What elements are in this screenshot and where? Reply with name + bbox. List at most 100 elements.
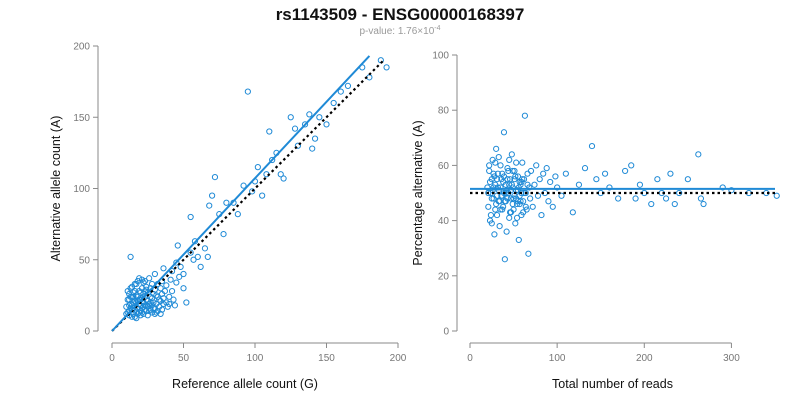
data-point [131, 280, 138, 288]
chart-title: rs1143509 - ENSG00000168397 [276, 5, 525, 24]
data-point [500, 129, 508, 136]
y-tick-label: 20 [438, 271, 450, 282]
data-point [529, 203, 536, 210]
data-point [157, 285, 164, 292]
x-tick-label: 50 [178, 353, 190, 364]
data-point [558, 192, 565, 199]
y-tick-label: 50 [79, 255, 91, 266]
data-point [167, 276, 174, 283]
data-point [144, 312, 151, 319]
data-point [137, 312, 144, 319]
data-point [505, 167, 512, 175]
data-point [197, 263, 204, 270]
data-point [180, 270, 187, 278]
data-point [254, 164, 261, 171]
data-point [521, 112, 529, 119]
data-point [575, 181, 583, 188]
data-point [177, 263, 184, 270]
data-point [519, 159, 526, 166]
y-tick-label: 0 [84, 327, 90, 338]
x-tick-label: 200 [390, 353, 407, 364]
data-point [487, 211, 495, 219]
data-point [516, 200, 523, 208]
data-point [266, 128, 273, 135]
data-point [522, 203, 529, 210]
data-point [509, 167, 516, 175]
fitted-ratio-line [111, 55, 371, 332]
data-point [492, 159, 499, 166]
data-point [684, 176, 691, 183]
data-point [151, 310, 158, 317]
data-point [504, 165, 511, 172]
data-point [490, 170, 497, 177]
data-point [309, 145, 316, 152]
data-point [306, 111, 313, 118]
x-tick-label: 150 [318, 353, 335, 364]
data-point [153, 309, 160, 316]
data-point [294, 142, 301, 149]
data-point [493, 176, 501, 183]
data-point [220, 231, 227, 238]
x-tick-label: 0 [109, 353, 115, 364]
data-point [174, 242, 181, 249]
data-point [143, 283, 150, 290]
data-point [497, 162, 504, 169]
data-point [506, 209, 514, 216]
data-point [503, 187, 510, 194]
data-point [496, 223, 503, 230]
data-point [676, 189, 683, 197]
data-point [506, 156, 513, 163]
data-point [201, 245, 209, 252]
y-tick-label: 80 [438, 106, 450, 117]
data-point [249, 188, 256, 195]
data-point [133, 309, 140, 316]
data-point [518, 178, 525, 186]
data-point [506, 181, 513, 188]
y-tick-label: 60 [438, 161, 450, 172]
data-point [700, 200, 707, 208]
data-point [513, 214, 521, 221]
data-point [773, 192, 780, 199]
data-point [515, 236, 522, 244]
data-point [206, 202, 213, 209]
data-point [160, 295, 167, 302]
data-point [138, 276, 146, 283]
data-point [180, 285, 187, 292]
x-tick-label: 0 [467, 353, 473, 364]
data-point [187, 213, 194, 221]
data-point [513, 195, 520, 202]
pvalue-exponent: -4 [434, 25, 440, 32]
data-point [171, 302, 179, 309]
data-point [512, 173, 519, 180]
data-point [176, 273, 183, 280]
data-point [148, 295, 156, 302]
y-tick-label: 0 [443, 327, 449, 338]
pvalue-prefix: p-value: 1.76×10 [359, 26, 434, 37]
data-point [156, 303, 163, 310]
data-point [187, 249, 194, 256]
data-point [697, 195, 705, 202]
data-point [143, 286, 150, 293]
data-point [259, 192, 266, 199]
data-point [500, 203, 507, 210]
data-point [287, 114, 294, 121]
data-point [531, 181, 538, 188]
data-point [173, 279, 180, 286]
data-point [519, 176, 526, 183]
data-point [513, 159, 520, 166]
data-point [223, 199, 230, 206]
data-point [160, 265, 167, 272]
data-point [671, 200, 678, 208]
data-point [524, 181, 531, 188]
data-point [606, 184, 613, 191]
scatter-panel-allele-counts: 0 50 100 150 200 0 50 100 150 200 Reference allele… [49, 42, 407, 392]
data-point [150, 305, 157, 312]
data-point [144, 297, 151, 305]
data-point [648, 200, 655, 208]
data-point [695, 151, 702, 158]
data-point [301, 121, 309, 128]
data-point [166, 300, 173, 308]
data-point [497, 184, 504, 191]
y-tick-label: 40 [438, 216, 450, 227]
